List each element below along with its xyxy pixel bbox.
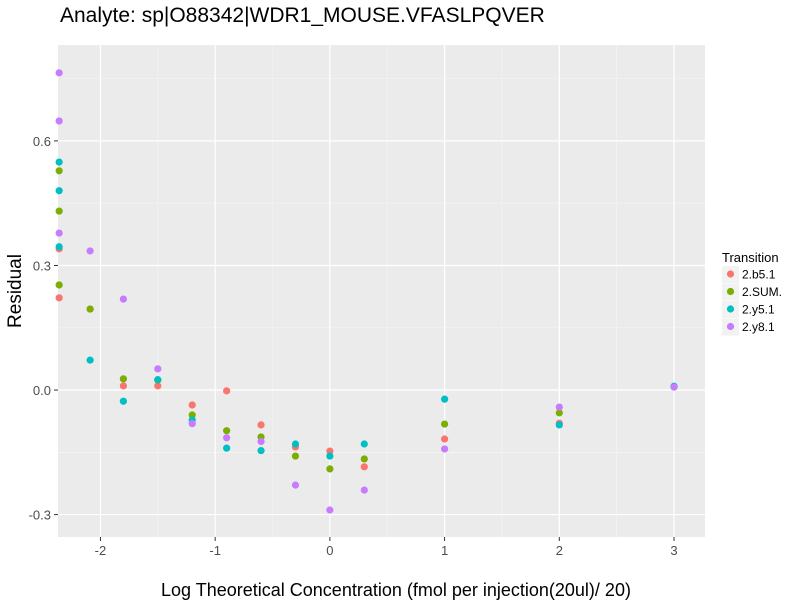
x-tick-label: -2: [95, 543, 107, 558]
x-tick-label: -1: [209, 543, 221, 558]
data-point-2.SUM.: [55, 167, 63, 175]
legend-marker: [726, 287, 735, 296]
data-point-2.y5.1: [360, 440, 368, 448]
data-point-2.SUM.: [223, 427, 231, 435]
data-point-2.b5.1: [119, 382, 127, 390]
data-point-2.y8.1: [55, 117, 63, 125]
data-point-2.b5.1: [188, 401, 196, 409]
data-point-2.y8.1: [555, 403, 563, 411]
data-point-2.SUM.: [326, 465, 334, 473]
legend: Transition 2.b5.1 2.SUM. 2.y5.1 2.y8.1: [722, 250, 782, 336]
legend-marker: [726, 270, 735, 278]
x-tick-label: 3: [670, 543, 677, 558]
legend-label: 2.b5.1: [742, 268, 776, 282]
plot-panel: [58, 45, 705, 537]
data-point-2.y8.1: [55, 69, 63, 77]
y-tick-label: 0.6: [33, 134, 51, 149]
data-point-2.y5.1: [257, 447, 265, 455]
data-point-2.y8.1: [257, 437, 265, 446]
data-point-2.SUM.: [55, 281, 63, 289]
data-point-2.y5.1: [291, 440, 300, 448]
data-point-2.b5.1: [440, 435, 449, 443]
data-point-2.b5.1: [223, 387, 231, 395]
data-point-2.y8.1: [154, 365, 162, 373]
data-point-2.SUM.: [440, 420, 449, 428]
legend-label: 2.y5.1: [742, 303, 775, 317]
data-point-2.y5.1: [326, 452, 334, 460]
x-tick-label: 0: [326, 543, 333, 558]
data-point-2.y8.1: [670, 383, 678, 391]
chart-title: Analyte: sp|O88342|WDR1_MOUSE.VFASLPQVER: [60, 4, 545, 27]
legend-label: 2.y8.1: [742, 320, 775, 334]
data-point-2.SUM.: [360, 455, 368, 463]
data-point-2.SUM.: [119, 375, 127, 383]
data-point-2.y8.1: [360, 486, 368, 494]
x-axis-label: Log Theoretical Concentration (fmol per …: [161, 580, 631, 600]
data-point-2.y8.1: [223, 434, 231, 442]
data-point-2.y5.1: [440, 395, 449, 403]
y-tick-label: 0.3: [33, 258, 51, 273]
data-point-2.b5.1: [257, 421, 265, 429]
y-axis-label: Residual: [5, 254, 26, 328]
data-point-2.b5.1: [360, 463, 368, 471]
data-point-2.SUM.: [291, 452, 300, 460]
data-point-2.y8.1: [326, 506, 334, 514]
data-point-2.y8.1: [119, 295, 127, 303]
data-point-2.y5.1: [119, 397, 127, 405]
data-point-2.y5.1: [55, 243, 63, 251]
legend-label: 2.SUM.: [742, 285, 782, 299]
data-point-2.SUM.: [188, 411, 196, 419]
x-tick-label: 2: [556, 543, 563, 558]
data-point-2.y5.1: [55, 187, 63, 195]
data-point-2.y5.1: [154, 376, 162, 384]
data-point-2.y8.1: [291, 481, 300, 489]
legend-title: Transition: [722, 250, 779, 265]
data-point-2.y8.1: [440, 445, 449, 453]
data-point-2.y5.1: [86, 356, 94, 364]
data-point-2.SUM.: [55, 207, 63, 215]
data-point-2.SUM.: [555, 409, 563, 417]
data-point-2.b5.1: [55, 294, 63, 302]
data-point-2.b5.1: [326, 447, 334, 455]
x-tick-label: 1: [441, 543, 448, 558]
legend-marker: [726, 322, 735, 331]
data-point-2.y8.1: [188, 420, 196, 428]
legend-marker: [726, 305, 735, 313]
data-point-2.b5.1: [154, 382, 162, 390]
y-tick-label: 0.0: [33, 383, 51, 398]
data-point-2.SUM.: [86, 305, 94, 313]
data-point-2.y8.1: [86, 247, 94, 255]
data-point-2.y5.1: [223, 444, 231, 452]
y-tick-label: -0.3: [29, 508, 51, 523]
data-point-2.y5.1: [555, 421, 563, 429]
data-point-2.y5.1: [55, 158, 63, 166]
data-point-2.y8.1: [55, 229, 63, 237]
